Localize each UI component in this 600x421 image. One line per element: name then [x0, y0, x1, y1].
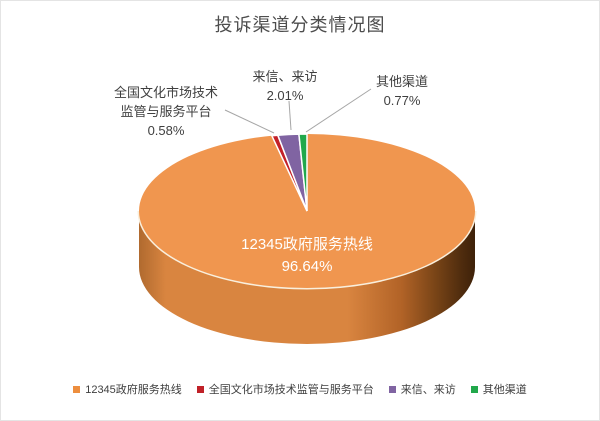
legend-label-other: 其他渠道 — [482, 384, 527, 396]
data-label-other: 其他渠道 0.77% — [352, 72, 452, 110]
chart-title: 投诉渠道分类情况图 — [214, 15, 386, 35]
legend-swatch-hotline-icon — [73, 385, 81, 393]
data-label-hotline-name: 12345政府服务热线 — [241, 236, 373, 253]
legend-item-platform: 全国文化市场技术监管与服务平台 — [196, 381, 374, 397]
leader-line-platform — [224, 109, 275, 134]
data-label-platform-value: 0.58% — [147, 123, 185, 138]
leader-line-letters — [288, 100, 292, 131]
legend-item-other: 其他渠道 — [470, 381, 527, 397]
legend-label-letters: 来信、来访 — [400, 384, 456, 396]
legend-label-platform: 全国文化市场技术监管与服务平台 — [208, 384, 374, 396]
slice-other — [298, 133, 308, 212]
data-label-platform: 全国文化市场技术 监管与服务平台 0.58% — [86, 83, 246, 140]
legend-item-hotline: 12345政府服务热线 — [73, 381, 182, 397]
data-label-platform-name-line1: 全国文化市场技术 — [113, 85, 218, 100]
legend-swatch-letters-icon — [388, 385, 396, 393]
legend-item-letters: 来信、来访 — [388, 381, 456, 397]
legend-label-hotline: 12345政府服务热线 — [85, 384, 182, 396]
legend: 12345政府服务热线 全国文化市场技术监管与服务平台 来信、来访 其他渠道 — [1, 381, 599, 397]
leader-line-other — [305, 88, 372, 133]
data-label-other-name: 其他渠道 — [375, 74, 428, 89]
data-label-letters: 来信、来访 2.01% — [235, 67, 335, 105]
data-label-platform-name-line2: 监管与服务平台 — [120, 104, 212, 119]
data-label-hotline: 12345政府服务热线 96.64% — [207, 234, 407, 278]
data-label-letters-value: 2.01% — [266, 88, 304, 103]
legend-swatch-platform-icon — [196, 385, 204, 393]
pie-side-wall — [139, 211, 475, 344]
data-label-other-value: 0.77% — [383, 93, 421, 108]
data-label-letters-name: 来信、来访 — [252, 69, 318, 84]
data-label-hotline-value: 96.64% — [281, 258, 333, 275]
legend-swatch-other-icon — [470, 385, 478, 393]
